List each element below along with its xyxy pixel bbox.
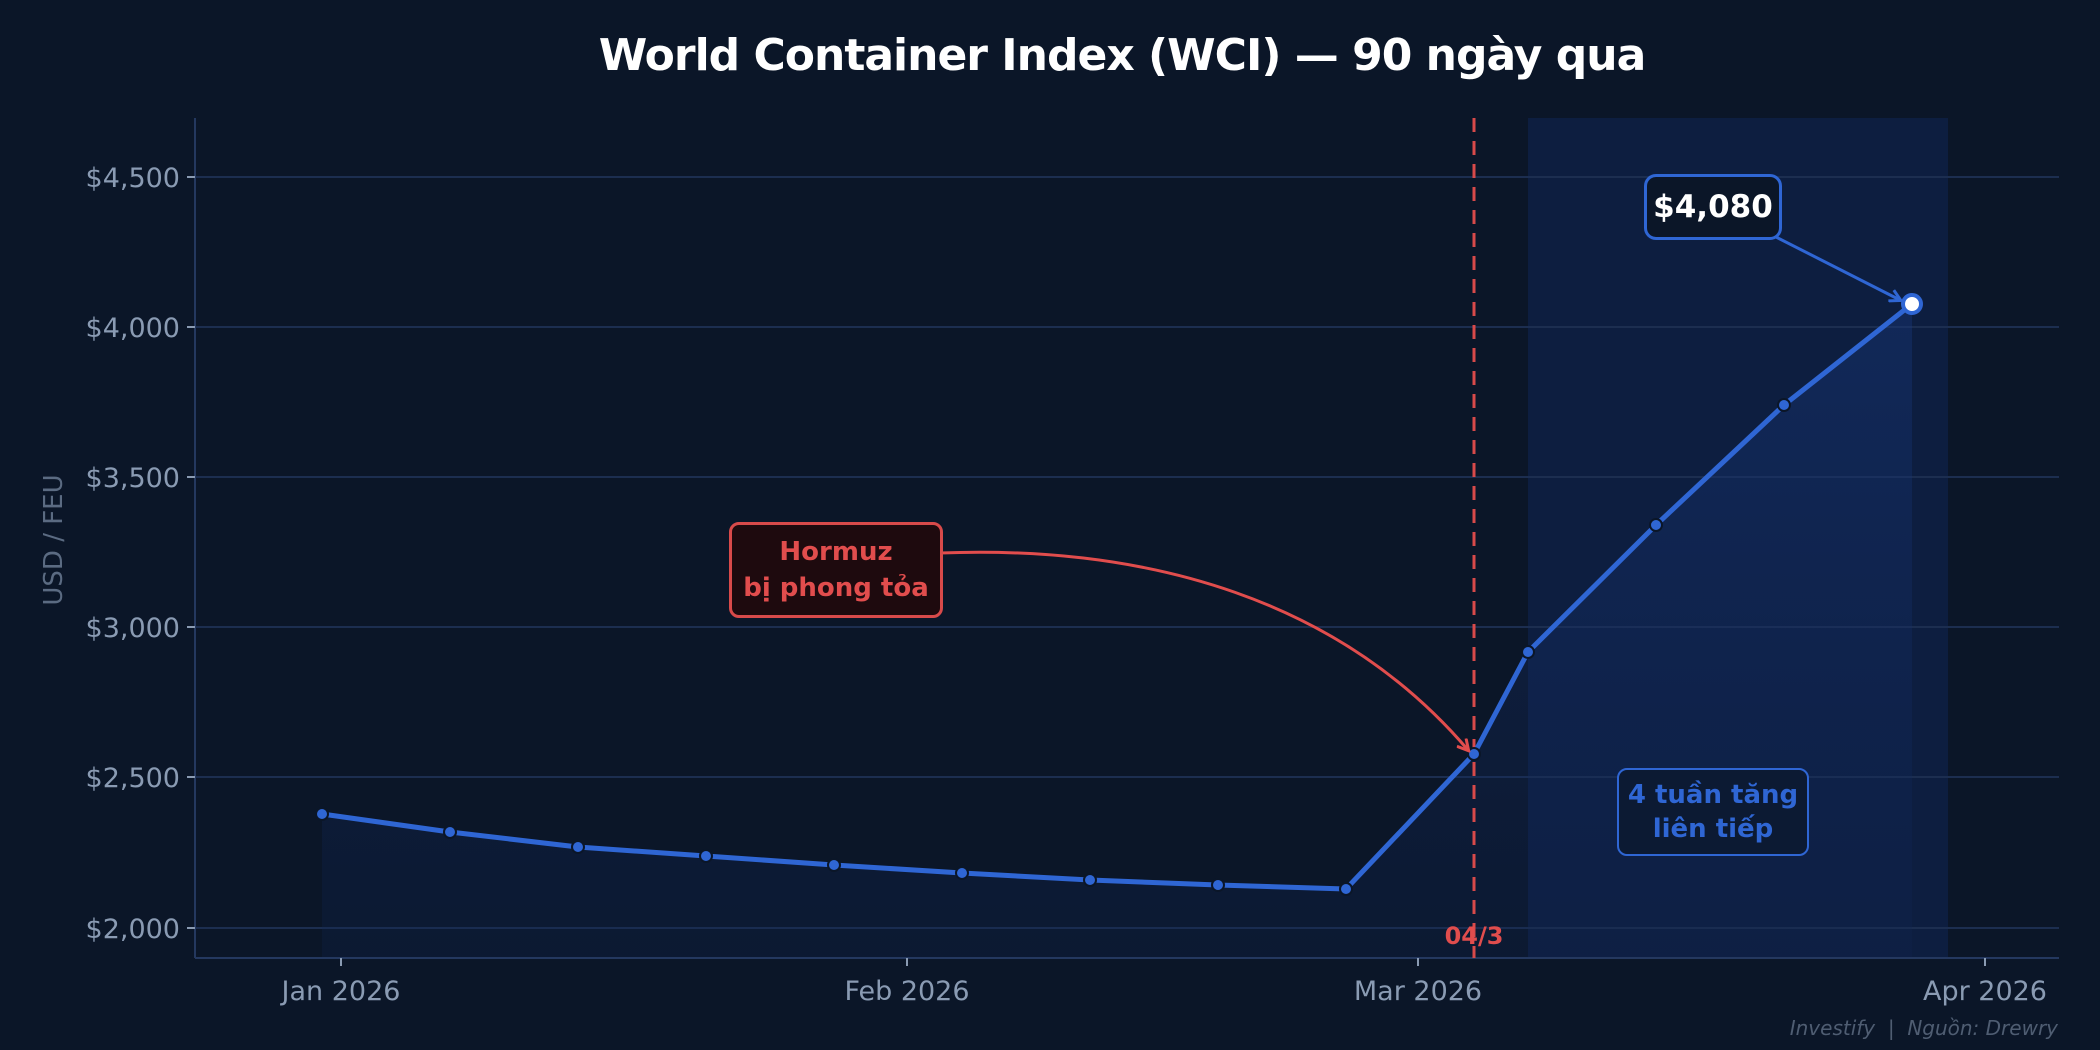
ytick-label: $2,000 — [86, 914, 180, 945]
source-footer: Investify | Nguồn: Drewry — [1789, 1016, 2058, 1040]
hormuz-annotation-line2: bị phong tỏa — [743, 573, 929, 603]
ytick-label: $4,500 — [86, 163, 180, 194]
xtick-label: Jan 2026 — [280, 976, 401, 1007]
consecutive-weeks-annotation: 4 tuần tăng liên tiếp — [1617, 768, 1809, 856]
price-arrow — [1775, 235, 1900, 300]
event-date-label: 04/3 — [1445, 922, 1504, 950]
ytick-label: $3,500 — [86, 463, 180, 494]
hormuz-annotation: Hormuz bị phong tỏa — [729, 522, 943, 618]
ytick-label: $4,000 — [86, 313, 180, 344]
xtick-label: Apr 2026 — [1923, 976, 2047, 1007]
axes — [194, 118, 2059, 959]
y-ticks — [187, 176, 195, 929]
wci-line — [321, 302, 1914, 892]
latest-point — [1901, 293, 1923, 315]
hormuz-annotation-line1: Hormuz — [779, 537, 893, 567]
area-fill — [322, 304, 1912, 958]
x-ticks — [340, 958, 1986, 966]
ytick-label: $3,000 — [86, 613, 180, 644]
xtick-label: Feb 2026 — [844, 976, 969, 1007]
chart-title: World Container Index (WCI) — 90 ngày qu… — [598, 30, 1647, 81]
xtick-label: Mar 2026 — [1354, 976, 1482, 1007]
weeks-annotation-line1: 4 tuần tăng — [1627, 780, 1799, 810]
weeks-annotation-line2: liên tiếp — [1652, 814, 1774, 844]
latest-price-annotation: $4,080 — [1644, 174, 1782, 240]
y-axis-label: USD / FEU — [39, 474, 69, 605]
data-points — [315, 398, 1791, 896]
hormuz-arrow — [939, 550, 1468, 750]
ytick-label: $2,500 — [86, 763, 180, 794]
